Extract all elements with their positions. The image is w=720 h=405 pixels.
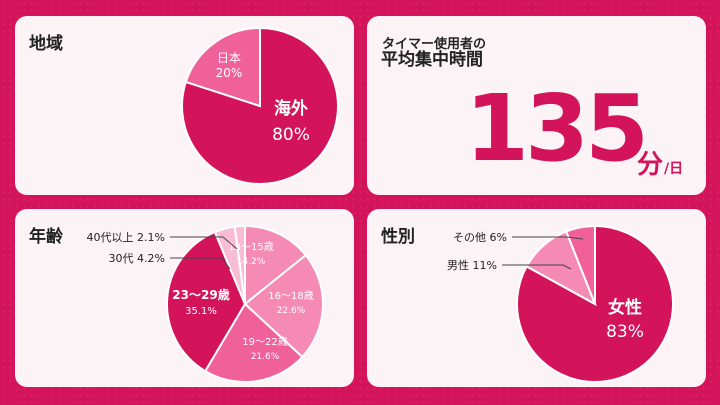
- slice-label-19-22-value: 21.6%: [251, 352, 280, 362]
- focus-value: 135: [465, 75, 649, 182]
- age-card: 年齢 13〜15歳 14.2% 16〜18歳 22.6% 19〜22歳 21.6% 23〜2…: [15, 209, 354, 387]
- pie-slice-age-1: [244, 224, 308, 307]
- pie-slice-japan: [184, 26, 261, 108]
- focus-title: 平均集中時間: [381, 50, 483, 70]
- age-pie-chart: 13〜15歳 14.2% 16〜18歳 22.6% 19〜22歳 21.6% 23〜29歳 3…: [87, 224, 324, 383]
- gender-title: 性別: [381, 227, 415, 247]
- slice-label-overseas-name: 海外: [274, 98, 308, 119]
- region-title: 地域: [29, 34, 63, 54]
- outer-label-30s: 30代 4.2%: [109, 252, 165, 265]
- outer-label-40s: 40代以上 2.1%: [87, 231, 165, 244]
- pie-slice-age-6: [233, 224, 246, 305]
- pie-slice-age-4: [166, 230, 247, 373]
- pie-slice-gender-3: [564, 224, 596, 305]
- slice-label-japan-name: 日本: [217, 51, 241, 65]
- age-title: 年齢: [29, 227, 63, 247]
- pie-slice-age-3: [203, 302, 304, 383]
- leader-line-male: [502, 264, 572, 270]
- outer-label-other: その他 6%: [453, 231, 507, 244]
- slice-label-13-15-value: 14.2%: [237, 257, 266, 267]
- gender-pie-chart: 女性 83% その他 6% 男性 11%: [447, 224, 674, 383]
- slice-label-23-29-value: 35.1%: [185, 306, 217, 317]
- slice-label-19-22-name: 19〜22歳: [242, 336, 287, 348]
- slice-label-13-15-name: 13〜15歳: [228, 241, 273, 253]
- slice-label-16-18-value: 22.6%: [277, 306, 306, 316]
- leader-line-other: [512, 236, 584, 240]
- outer-label-male: 男性 11%: [447, 258, 497, 272]
- focus-card: タイマー使用者の 平均集中時間 135 分 /日: [367, 16, 706, 195]
- slice-label-female-name: 女性: [608, 297, 642, 318]
- focus-unit-per-day: /日: [664, 161, 684, 177]
- leader-line-40s: [170, 236, 238, 250]
- gender-card: 性別 女性 83% その他 6% 男性 11%: [367, 209, 706, 387]
- slice-label-16-18-name: 16〜18歳: [268, 290, 313, 302]
- focus-subtitle: タイマー使用者の: [382, 37, 487, 52]
- slice-label-23-29-name: 23〜29歳: [172, 287, 229, 302]
- region-card: 地域 海外 80% 日本 20%: [15, 16, 354, 195]
- pie-slice-age-2: [243, 253, 324, 359]
- slice-label-japan-value: 20%: [216, 66, 243, 80]
- slice-label-overseas-value: 80%: [272, 125, 310, 145]
- focus-unit: 分: [637, 150, 664, 180]
- slice-label-female-value: 83%: [606, 322, 644, 342]
- leader-line-30s: [170, 257, 231, 270]
